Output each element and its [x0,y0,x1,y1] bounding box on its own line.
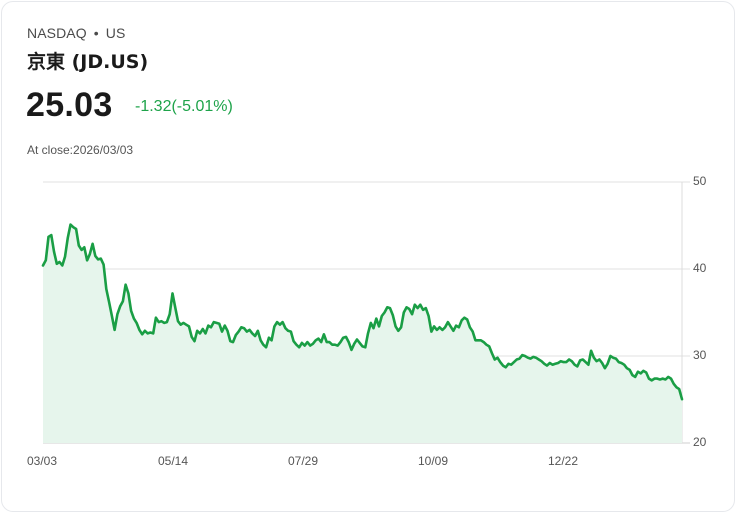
y-tick-label: 40 [693,261,707,275]
chart-area-fill [43,224,682,443]
y-tick-label: 30 [693,348,707,362]
close-timestamp: At close:2026/03/03 [27,143,134,157]
market-name: US [105,25,126,41]
y-tick-label: 50 [693,174,707,188]
exchange-name: NASDAQ [27,25,87,41]
x-tick-label: 12/22 [548,454,579,468]
chart-price-line [41,223,684,401]
separator-dot: • [93,25,99,41]
x-tick-label: 03/03 [27,454,58,468]
exchange-line: NASDAQ • US [27,25,125,41]
x-tick-label: 10/09 [418,454,449,468]
y-tick-label: 20 [693,435,707,449]
stock-title: 京東 (JD.US) [27,51,149,73]
price-change: -1.32(-5.01%) [135,98,233,115]
x-tick-label: 07/29 [288,454,319,468]
current-price: 25.03 [26,86,113,124]
x-tick-label: 05/14 [158,454,189,468]
